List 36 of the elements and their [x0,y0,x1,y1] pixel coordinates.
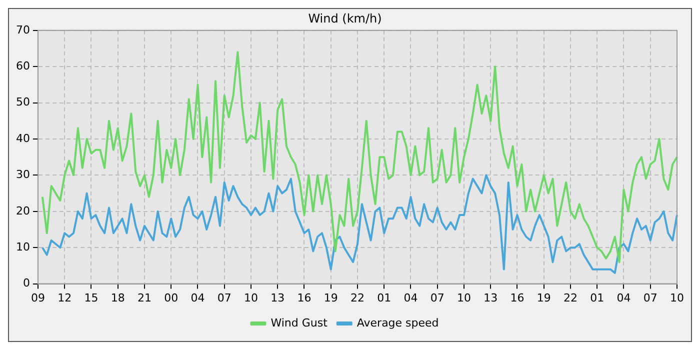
x-tick-label: 07 [217,291,232,304]
x-tick-label: 07 [430,291,444,304]
x-tick-label: 18 [110,291,125,304]
y-tick-label: 60 [16,59,30,72]
y-tick-label: 20 [16,204,30,218]
x-tick-label: 10 [457,291,471,304]
x-tick-label: 22 [350,291,364,304]
x-tick-label: 16 [510,291,524,304]
x-tick-label: 07 [643,291,658,304]
chart-title: Wind (km/h) [308,11,382,26]
x-tick-label: 10 [244,291,258,304]
x-tick-label: 21 [138,291,152,304]
x-tick-label: 04 [616,291,631,304]
x-tick-label: 13 [484,291,498,304]
x-tick-label: 13 [270,291,285,304]
x-tick-label: 04 [190,291,205,304]
x-tick-label: 22 [564,291,578,304]
x-tick-label: 01 [590,291,604,304]
x-tick-label: 19 [324,291,338,304]
y-tick-label: 10 [16,240,30,254]
x-tick-label: 04 [404,291,418,304]
y-tick-label: 40 [16,132,30,145]
y-tick-label: 30 [16,168,30,182]
x-tick-label: 15 [84,291,98,304]
x-tick-label: 09 [30,291,45,304]
x-tick-label: 10 [670,291,684,304]
x-tick-label: 19 [536,291,551,304]
x-tick-label: 12 [58,291,72,304]
x-tick-label: 16 [297,291,312,304]
y-tick-label: 0 [22,276,30,290]
legend-label: Average speed [356,316,439,330]
y-tick-label: 70 [16,23,30,36]
legend-label: Wind Gust [270,316,328,330]
x-tick-label: 01 [377,291,392,304]
x-tick-label: 00 [164,291,178,304]
y-tick-label: 50 [16,96,30,109]
